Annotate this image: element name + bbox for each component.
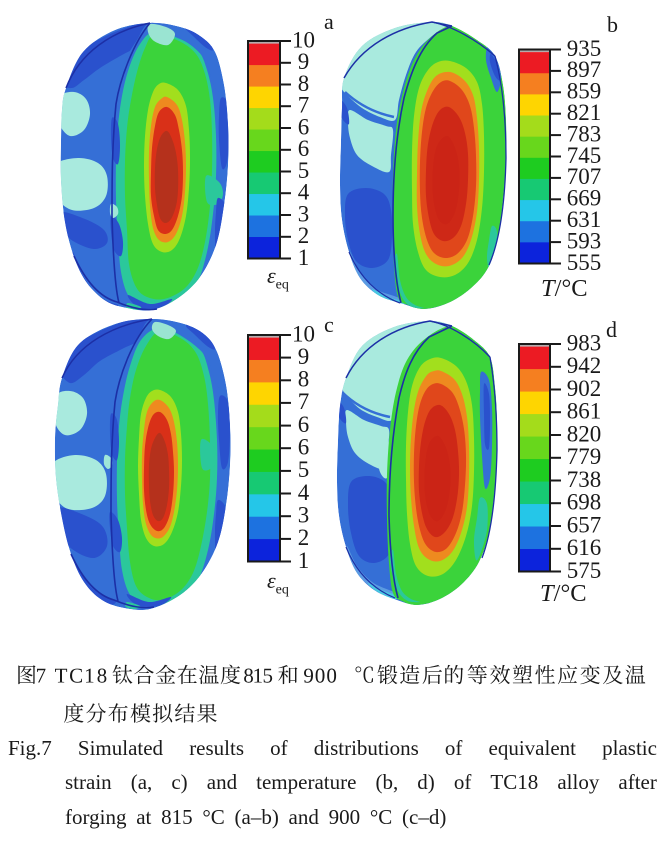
svg-text:942: 942 [567,353,602,378]
svg-text:935: 935 [567,36,602,61]
svg-text:1: 1 [298,245,310,270]
svg-text:8: 8 [298,367,310,392]
svg-text:2: 2 [298,223,310,248]
svg-text:6: 6 [298,136,310,161]
svg-text:821: 821 [567,100,602,125]
svg-text:820: 820 [567,421,602,446]
svg-text:6: 6 [298,114,310,139]
svg-text:9: 9 [298,49,310,74]
svg-text:707: 707 [567,164,602,189]
svg-text:593: 593 [567,228,602,253]
svg-text:4: 4 [298,180,310,205]
svg-text:859: 859 [567,79,602,104]
svg-text:983: 983 [567,330,602,355]
svg-text:6: 6 [298,412,310,437]
svg-text:1: 1 [298,548,310,573]
svg-text:5: 5 [298,457,310,482]
svg-text:555: 555 [567,250,602,275]
svg-text:669: 669 [567,186,602,211]
svg-text:657: 657 [567,512,602,537]
svg-text:783: 783 [567,121,602,146]
svg-text:3: 3 [298,201,310,226]
svg-text:7: 7 [298,389,310,414]
svg-text:5: 5 [298,158,310,183]
svg-text:3: 3 [298,503,310,528]
svg-text:4: 4 [298,480,310,505]
svg-text:738: 738 [567,467,602,492]
svg-text:8: 8 [298,71,310,96]
svg-text:779: 779 [567,444,602,469]
svg-text:902: 902 [567,376,602,401]
svg-text:6: 6 [298,435,310,460]
svg-text:7: 7 [298,93,310,118]
svg-text:698: 698 [567,490,602,515]
svg-text:897: 897 [567,57,602,82]
svg-text:631: 631 [567,207,602,232]
svg-text:2: 2 [298,525,310,550]
svg-text:9: 9 [298,344,310,369]
svg-text:10: 10 [292,27,315,52]
svg-text:745: 745 [567,143,602,168]
svg-text:575: 575 [567,558,602,583]
svg-text:10: 10 [292,321,315,346]
svg-text:616: 616 [567,535,602,560]
svg-text:861: 861 [567,399,602,424]
